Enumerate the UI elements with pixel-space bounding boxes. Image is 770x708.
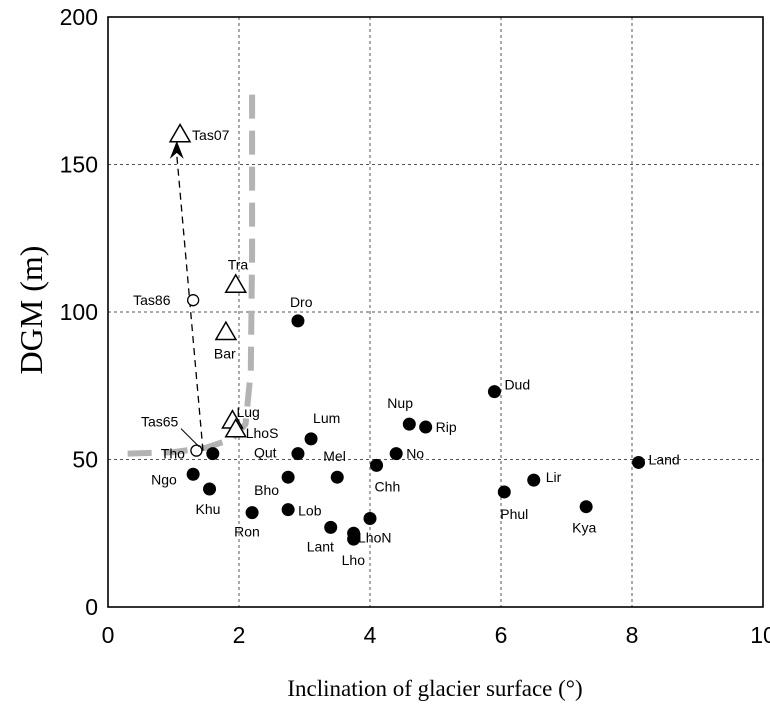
point-labels: Dro Dud Nup Rip Lum No Qut Tho Mel Chh Land Lir Ngo B… <box>133 127 680 568</box>
data-point <box>281 470 295 484</box>
data-point <box>632 455 646 469</box>
point-label: Tas86 <box>133 292 171 308</box>
point-label: No <box>406 446 424 462</box>
point-label: Tho <box>161 446 185 462</box>
data-point <box>324 520 338 534</box>
point-label: Khu <box>196 501 221 517</box>
x-tick-label: 2 <box>233 622 246 648</box>
data-point <box>206 447 220 461</box>
point-label: Lir <box>546 469 562 485</box>
y-axis-title: DGM (m) <box>13 246 49 375</box>
trend-arrow-layer <box>169 140 204 451</box>
point-label: Tas07 <box>192 127 230 143</box>
data-point-open <box>186 294 200 307</box>
y-tick-label: 50 <box>72 447 98 473</box>
trend-arrow-head <box>169 140 184 159</box>
point-label: Tra <box>228 256 249 272</box>
data-point <box>291 447 305 461</box>
data-point <box>186 467 200 481</box>
y-tick-label: 0 <box>85 594 98 620</box>
data-point <box>370 458 384 472</box>
grid <box>108 17 763 607</box>
x-axis-title: Inclination of glacier surface (°) <box>287 676 582 701</box>
point-label: Chh <box>375 478 401 494</box>
point-label: Nup <box>387 395 413 411</box>
data-point <box>497 485 511 499</box>
point-label: Phul <box>500 506 528 522</box>
x-tick-label: 10 <box>750 622 770 648</box>
point-label: Bho <box>254 482 279 498</box>
data-point <box>527 473 541 487</box>
annotation-leader <box>180 428 200 448</box>
data-point <box>419 420 433 434</box>
x-tick-label: 6 <box>495 622 508 648</box>
point-label: Lum <box>313 410 340 426</box>
plot-frame <box>107 16 764 608</box>
point-label: Bar <box>214 346 236 362</box>
data-point-triangle <box>224 273 248 293</box>
data-point-triangle <box>214 320 238 341</box>
data-point <box>203 482 217 496</box>
data-point-triangle <box>168 122 192 143</box>
x-tick-label: 0 <box>102 622 115 648</box>
data-point <box>291 314 305 328</box>
point-label: Lob <box>298 503 322 519</box>
data-point <box>304 432 318 446</box>
x-tick-label: 4 <box>364 622 377 648</box>
x-tick-label: 8 <box>626 622 639 648</box>
data-points <box>168 122 646 546</box>
data-point <box>402 417 416 431</box>
point-label: Dud <box>504 377 530 393</box>
point-label: Qut <box>254 445 277 461</box>
point-label: Lug <box>236 404 259 420</box>
data-point <box>363 512 377 525</box>
y-tick-label: 100 <box>60 299 98 325</box>
y-tick-label: 150 <box>60 152 98 178</box>
data-point <box>330 470 344 484</box>
point-label: LhoN <box>358 530 391 546</box>
point-label: LhoS <box>246 425 279 441</box>
point-label: Rip <box>436 419 457 435</box>
x-axis-ticks: 0 2 4 6 8 10 <box>102 622 770 648</box>
y-tick-label: 200 <box>60 4 98 30</box>
point-label: Kya <box>572 520 596 536</box>
data-point <box>245 506 259 520</box>
data-point <box>347 532 361 546</box>
data-point <box>487 385 501 399</box>
y-axis-ticks: 0 50 100 150 200 <box>60 4 98 620</box>
data-point <box>389 447 403 461</box>
point-label: Land <box>649 451 680 467</box>
point-label: Dro <box>290 294 313 310</box>
data-point <box>579 500 593 514</box>
point-label: Ngo <box>151 471 177 487</box>
point-label: Lant <box>307 538 334 554</box>
data-point <box>281 503 295 517</box>
point-label: Mel <box>323 448 346 464</box>
point-label: Ron <box>234 524 260 540</box>
annotation-label: Tas65 <box>141 414 179 430</box>
point-label: Lho <box>342 552 366 568</box>
data-point-triangle <box>224 417 248 438</box>
data-point-open <box>190 444 203 457</box>
